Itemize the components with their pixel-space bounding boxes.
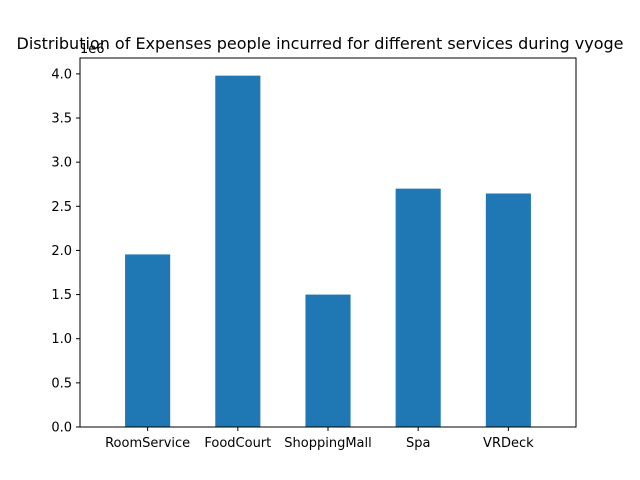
y-tick-label: 2.0	[51, 244, 72, 259]
bar-vrdeck	[485, 193, 531, 427]
plot-frame	[79, 57, 577, 428]
x-axis: RoomService FoodCourt ShoppingMall Spa VRDec…	[105, 427, 534, 451]
y-tick-label: 3.0	[51, 156, 72, 171]
bar-spa	[395, 188, 441, 427]
chart-title: Distribution of Expenses people incurred…	[17, 34, 624, 53]
x-tick-label-foodcourt: FoodCourt	[204, 436, 271, 451]
y-tick-label: 4.0	[51, 67, 72, 82]
y-tick-label: 0.5	[51, 376, 72, 391]
y-tick-label: 1.5	[51, 288, 72, 303]
y-tick-label: 1.0	[51, 332, 72, 347]
y-axis-offset-label: 1e6	[80, 42, 105, 57]
bar-foodcourt	[215, 75, 261, 427]
y-tick-label: 3.5	[51, 112, 72, 127]
x-tick-label-shoppingmall: ShoppingMall	[284, 436, 371, 451]
y-tick-label: 0.0	[51, 421, 72, 436]
x-tick-label-vrdeck: VRDeck	[483, 436, 534, 451]
bars-layer	[125, 75, 531, 427]
x-tick-label-roomservice: RoomService	[105, 436, 190, 451]
x-tick-label-spa: Spa	[406, 436, 430, 451]
y-axis: 0.0 0.5 1.0 1.5 2.0 2.5 3.0 3.5 4.0	[51, 67, 80, 436]
y-tick-label: 2.5	[51, 200, 72, 215]
bar-roomservice	[125, 254, 171, 427]
bar-shoppingmall	[305, 294, 351, 427]
